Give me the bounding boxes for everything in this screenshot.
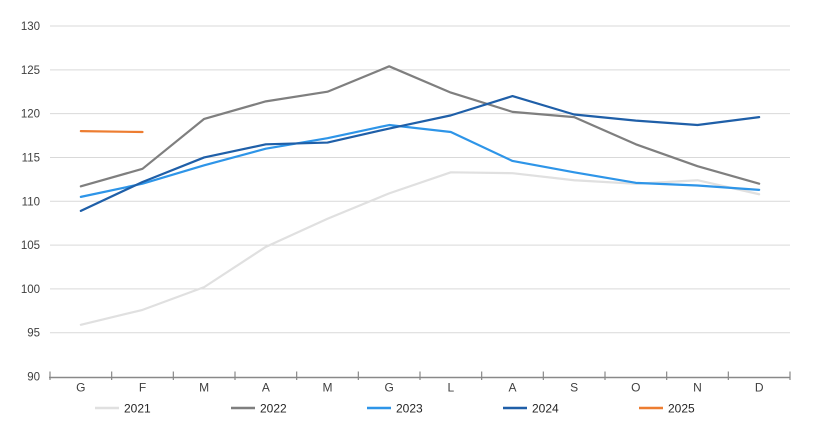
x-axis-month-label: G xyxy=(76,381,85,395)
legend-label-2023: 2023 xyxy=(396,402,423,416)
x-axis-month-label: F xyxy=(139,381,146,395)
x-axis-month-label: N xyxy=(693,381,702,395)
y-axis-tick-label: 125 xyxy=(21,65,40,77)
series-line-2023 xyxy=(79,123,761,198)
x-axis-month-label: G xyxy=(384,381,393,395)
series-line-2024 xyxy=(79,94,761,212)
x-axis-month-label: S xyxy=(570,381,578,395)
legend-label-2025: 2025 xyxy=(668,402,695,416)
legend-label-2024: 2024 xyxy=(532,402,559,416)
y-axis-tick-label: 105 xyxy=(21,240,40,252)
legend-label-2021: 2021 xyxy=(124,402,151,416)
y-axis-tick-label: 120 xyxy=(21,109,40,121)
y-axis-tick-label: 100 xyxy=(21,284,40,296)
x-axis-month-label: O xyxy=(631,381,640,395)
y-axis-tick-label: 130 xyxy=(21,21,40,33)
legend-label-2022: 2022 xyxy=(260,402,287,416)
x-axis-month-label: A xyxy=(508,381,516,395)
y-axis-tick-label: 110 xyxy=(22,196,40,208)
y-axis-tick-label: 90 xyxy=(27,372,40,384)
x-axis-month-label: A xyxy=(262,381,270,395)
x-axis-month-label: M xyxy=(199,381,209,395)
x-axis-month-label: D xyxy=(755,381,764,395)
series-line-2022 xyxy=(79,65,761,188)
series-line-2021 xyxy=(79,171,761,326)
x-axis-month-label: M xyxy=(323,381,333,395)
series-line-2025 xyxy=(79,130,144,134)
y-axis-tick-label: 95 xyxy=(27,328,40,340)
x-axis-month-label: L xyxy=(447,381,454,395)
y-axis-tick-label: 115 xyxy=(22,152,40,164)
